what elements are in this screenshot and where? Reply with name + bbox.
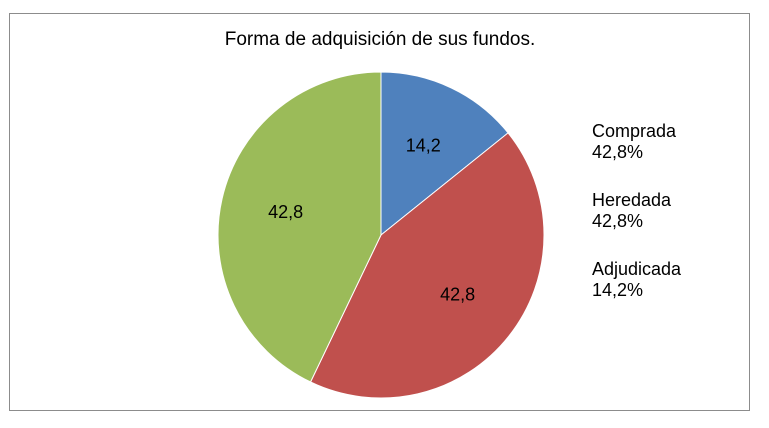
legend-percent: 42,8% (592, 142, 644, 162)
data-label-comprada: 42,8 (440, 285, 475, 305)
chart-title: Forma de adquisición de sus fundos. (224, 29, 536, 50)
legend-label: Heredada (592, 190, 672, 210)
pie-data-labels: 14,2 42,8 42,8 (268, 136, 475, 305)
data-label-heredada: 42,8 (268, 202, 303, 222)
legend-item-heredada: Heredada 42,8% (592, 190, 671, 232)
legend-percent: 14,2% (592, 280, 644, 300)
legend-item-adjudicada: Adjudicada 14,2% (592, 259, 681, 301)
legend-label: Adjudicada (592, 259, 682, 279)
pie-slice-adjudicada (380, 71, 509, 237)
legend-item-comprada: Comprada 42,8% (592, 121, 676, 163)
legend-label: Comprada (592, 121, 677, 141)
legend-percent: 42,8% (592, 211, 644, 231)
data-label-adjudicada: 14,2 (406, 136, 441, 156)
pie-slice-comprada (309, 132, 545, 399)
pie-slice-heredada (217, 71, 382, 383)
pie-slices (217, 71, 545, 399)
